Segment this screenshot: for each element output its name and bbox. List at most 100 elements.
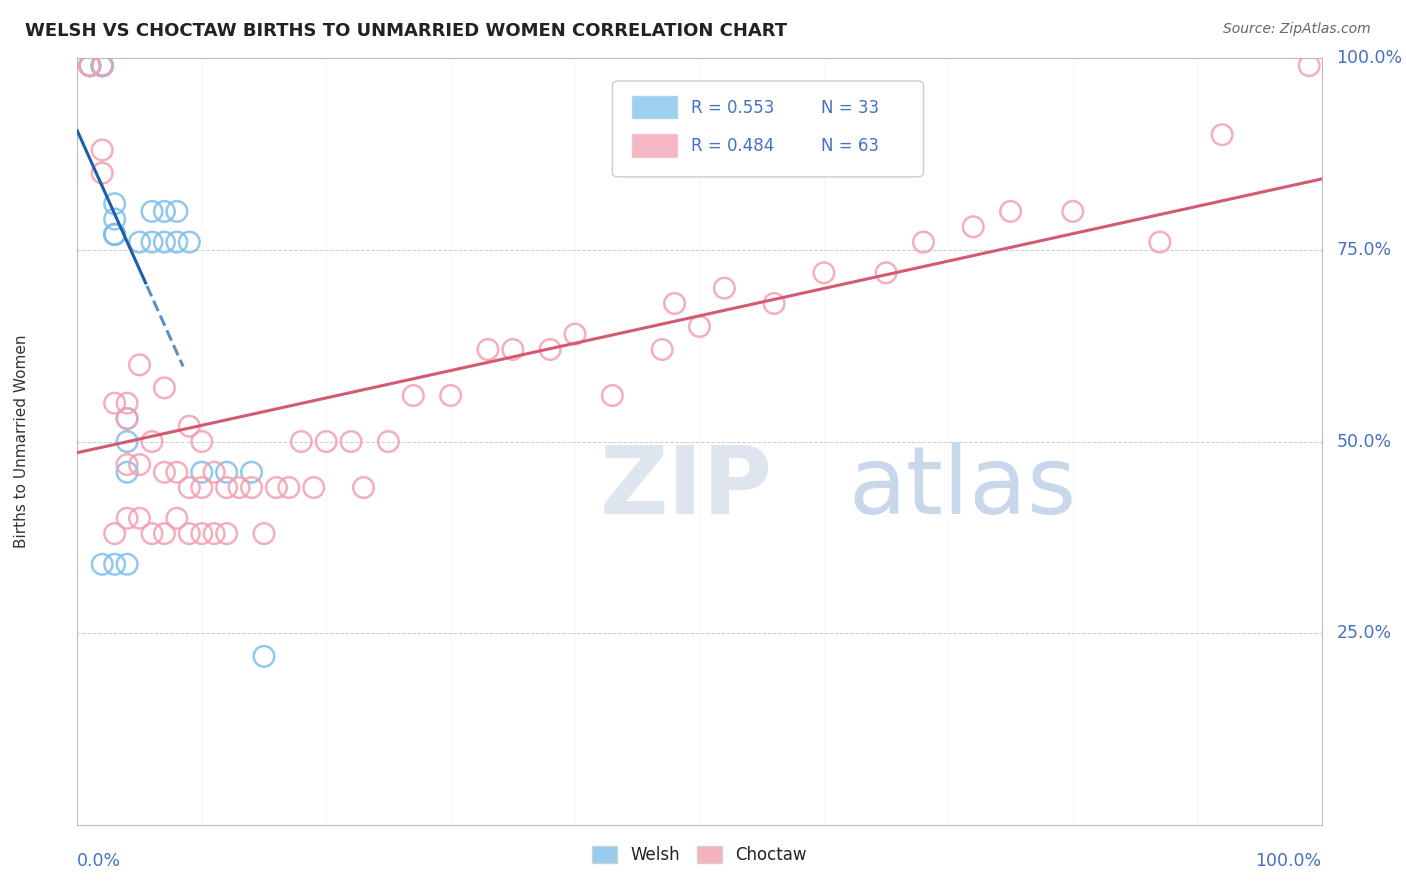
Point xyxy=(302,481,325,495)
Point xyxy=(91,59,114,73)
Point xyxy=(153,465,176,479)
Point xyxy=(191,481,214,495)
Point xyxy=(1062,204,1084,219)
Point xyxy=(91,59,114,73)
Point xyxy=(912,235,935,249)
Point xyxy=(353,481,375,495)
Text: 25.0%: 25.0% xyxy=(1337,624,1392,642)
Text: 100.0%: 100.0% xyxy=(1256,852,1322,870)
Text: 0.0%: 0.0% xyxy=(77,852,121,870)
Text: N = 33: N = 33 xyxy=(821,99,880,117)
Text: atlas: atlas xyxy=(849,442,1077,533)
Point xyxy=(115,411,138,425)
Point xyxy=(439,388,461,402)
Point xyxy=(689,319,711,334)
Point xyxy=(266,481,288,495)
Point xyxy=(315,434,337,449)
Point xyxy=(91,59,114,73)
Point xyxy=(602,388,624,402)
FancyBboxPatch shape xyxy=(613,81,924,177)
Point xyxy=(191,434,214,449)
Point xyxy=(713,281,735,295)
Text: N = 63: N = 63 xyxy=(821,137,879,155)
Text: R = 0.484: R = 0.484 xyxy=(690,137,775,155)
Point xyxy=(1211,128,1233,142)
Point xyxy=(115,411,138,425)
Point xyxy=(253,526,276,541)
Point xyxy=(91,558,114,572)
Point xyxy=(91,59,114,73)
Point xyxy=(564,327,586,342)
Legend: Welsh, Choctaw: Welsh, Choctaw xyxy=(585,839,814,871)
Point xyxy=(104,558,127,572)
Text: 50.0%: 50.0% xyxy=(1337,433,1392,450)
Point xyxy=(651,343,673,357)
Point xyxy=(191,465,214,479)
Point xyxy=(141,235,163,249)
Point xyxy=(191,526,214,541)
Point xyxy=(79,59,101,73)
Point xyxy=(228,481,250,495)
Point xyxy=(128,458,150,472)
Point xyxy=(141,526,163,541)
Point xyxy=(128,511,150,525)
Point xyxy=(79,59,101,73)
Point xyxy=(153,526,176,541)
Point xyxy=(115,458,138,472)
Point xyxy=(813,266,835,280)
Point xyxy=(166,465,188,479)
Point xyxy=(115,558,138,572)
Bar xyxy=(631,95,678,120)
Point xyxy=(91,143,114,157)
Point xyxy=(91,59,114,73)
Point xyxy=(340,434,363,449)
Point xyxy=(104,526,127,541)
Point xyxy=(202,465,225,479)
Point xyxy=(202,526,225,541)
Point xyxy=(115,511,138,525)
Point xyxy=(166,204,188,219)
Point xyxy=(79,59,101,73)
Point xyxy=(179,526,201,541)
Point xyxy=(664,296,686,310)
Point xyxy=(153,235,176,249)
Point xyxy=(253,649,276,664)
Point xyxy=(166,235,188,249)
Point xyxy=(128,358,150,372)
Point xyxy=(1000,204,1022,219)
Point xyxy=(1298,59,1320,73)
Point xyxy=(115,434,138,449)
Point xyxy=(277,481,299,495)
Text: Source: ZipAtlas.com: Source: ZipAtlas.com xyxy=(1223,22,1371,37)
Point xyxy=(115,465,138,479)
Point xyxy=(141,434,163,449)
Point xyxy=(153,204,176,219)
Point xyxy=(104,212,127,227)
Point xyxy=(290,434,312,449)
Point xyxy=(79,59,101,73)
Point xyxy=(104,227,127,242)
Point xyxy=(502,343,524,357)
Point xyxy=(153,381,176,395)
Point xyxy=(104,227,127,242)
Point xyxy=(91,166,114,180)
Point xyxy=(79,59,101,73)
Point xyxy=(141,204,163,219)
Point xyxy=(104,396,127,410)
Point xyxy=(240,465,263,479)
Point xyxy=(179,481,201,495)
Point xyxy=(215,481,238,495)
Point xyxy=(477,343,499,357)
Point xyxy=(104,196,127,211)
Text: 75.0%: 75.0% xyxy=(1337,241,1392,259)
Point xyxy=(104,227,127,242)
Point xyxy=(166,511,188,525)
Point xyxy=(875,266,897,280)
Point xyxy=(402,388,425,402)
Point xyxy=(215,526,238,541)
Point xyxy=(91,59,114,73)
Text: ZIP: ZIP xyxy=(600,442,773,533)
Point xyxy=(91,59,114,73)
Point xyxy=(538,343,561,357)
Point xyxy=(240,481,263,495)
